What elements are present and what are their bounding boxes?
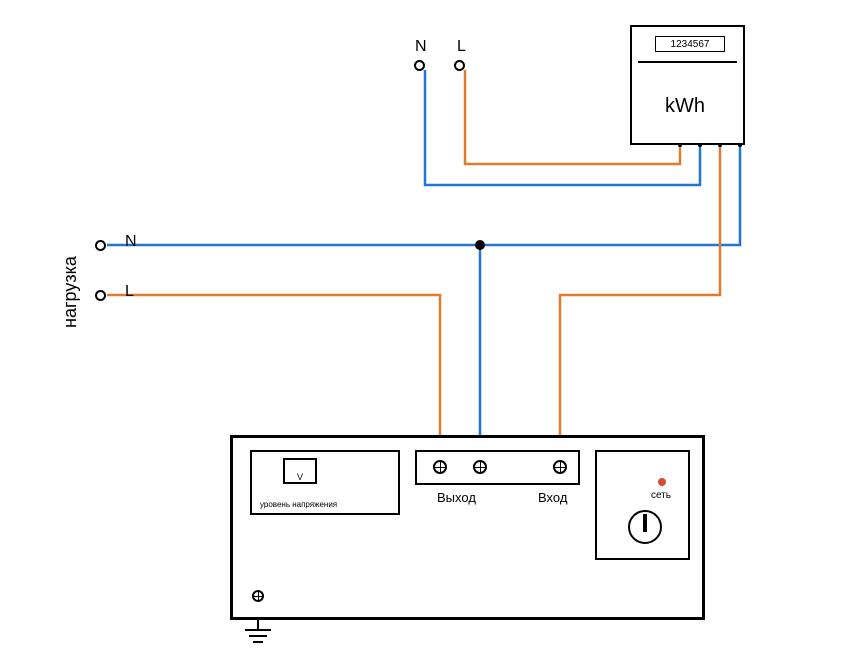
ground-terminal bbox=[252, 590, 264, 602]
mains-l-terminal bbox=[454, 60, 465, 71]
load-n-label: N bbox=[125, 233, 137, 251]
power-led-label: сеть bbox=[651, 490, 671, 501]
power-led bbox=[658, 478, 666, 486]
mains-l-label: L bbox=[457, 38, 466, 56]
meter-unit-label: kWh bbox=[665, 95, 705, 118]
control-knob bbox=[628, 510, 662, 544]
stab-out-l-terminal bbox=[433, 460, 447, 474]
load-n-terminal bbox=[95, 240, 106, 251]
gauge-sublabel: уровень напряжения bbox=[260, 500, 337, 509]
meter-display: 1234567 bbox=[655, 36, 725, 52]
stab-in-l-terminal bbox=[553, 460, 567, 474]
mains-n-label: N bbox=[415, 38, 427, 56]
load-title: нагрузка bbox=[60, 256, 81, 328]
load-l-label: L bbox=[125, 283, 134, 301]
stab-in-label: Вход bbox=[538, 490, 567, 505]
mains-n-terminal bbox=[414, 60, 425, 71]
stab-out-label: Выход bbox=[437, 490, 476, 505]
gauge-v-label: V bbox=[297, 472, 303, 482]
load-l-terminal bbox=[95, 290, 106, 301]
stab-out-n-terminal bbox=[473, 460, 487, 474]
neutral-junction bbox=[475, 240, 485, 250]
